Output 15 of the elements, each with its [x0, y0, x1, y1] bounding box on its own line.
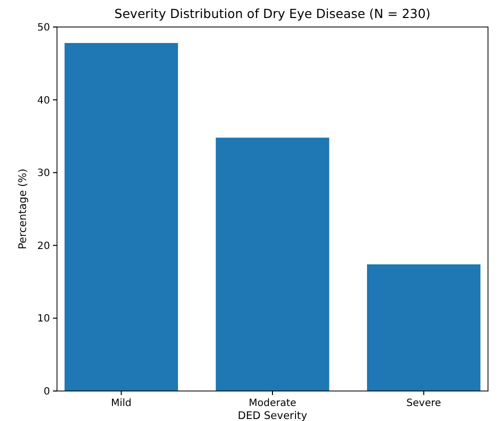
y-tick-label: 10 [37, 314, 50, 325]
y-axis-title: Percentage (%) [17, 168, 29, 250]
bar [216, 138, 330, 391]
bar [64, 43, 178, 391]
bar [367, 264, 480, 391]
y-tick-label: 50 [37, 22, 50, 34]
x-tick-label: Mild [111, 398, 132, 409]
x-axis-title: DED Severity [238, 410, 308, 421]
y-tick-label: 30 [37, 168, 50, 180]
y-tick-label: 40 [37, 95, 50, 106]
chart-title: Severity Distribution of Dry Eye Disease (N = 230) [114, 6, 431, 21]
y-tick-label: 20 [37, 240, 50, 252]
y-tick-label: 0 [44, 386, 50, 398]
x-tick-label: Severe [406, 398, 442, 409]
x-tick-label: Moderate [248, 398, 296, 409]
